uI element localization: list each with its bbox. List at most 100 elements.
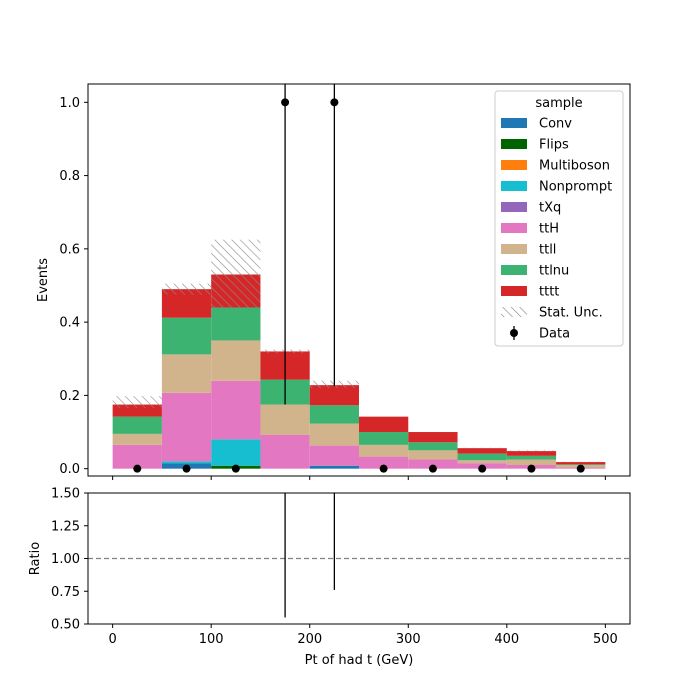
legend-label-ttll: ttll <box>539 243 556 258</box>
bar-ttlnu-9 <box>556 464 606 466</box>
bar-tth-4 <box>309 445 359 466</box>
legend-swatch-conv <box>501 118 527 128</box>
bar-ttll-3 <box>260 404 310 435</box>
data-point-7 <box>478 464 487 473</box>
data-point-5 <box>379 464 388 473</box>
data-point-1 <box>182 464 191 473</box>
bar-nonprompt-2 <box>211 439 261 466</box>
main-y-tick-label-1: 0.2 <box>59 389 80 404</box>
y-axis-label-ratio: Ratio <box>28 542 43 575</box>
legend-box <box>494 90 624 347</box>
bar-tttt-7 <box>457 448 507 454</box>
series-ttll <box>112 340 606 468</box>
bar-ttll-4 <box>309 423 359 446</box>
main-y-tick-label-3: 0.6 <box>59 242 80 257</box>
legend-swatch-ttll <box>501 244 527 254</box>
bar-tttt-4 <box>309 385 359 406</box>
x-tick-label-2: 200 <box>297 632 322 647</box>
legend-label-tth: ttH <box>539 222 559 237</box>
bar-ttlnu-8 <box>506 455 557 460</box>
bar-ttll-7 <box>457 460 507 464</box>
bar-ttlnu-7 <box>457 453 507 461</box>
ratio-y-tick-label-4: 1.50 <box>51 487 80 502</box>
legend-swatch-ttlnu <box>501 265 527 275</box>
bar-ttll-6 <box>408 450 458 460</box>
data-point-3 <box>281 98 290 107</box>
legend-label-ttlnu: ttlnu <box>539 264 569 279</box>
data-point-9 <box>576 464 585 473</box>
stat-unc-band-1 <box>161 283 212 295</box>
bar-tttt-8 <box>506 451 557 456</box>
data-points <box>133 84 585 473</box>
legend-swatch-txq <box>501 202 527 212</box>
stat-unc-band-2 <box>211 239 261 308</box>
main-y-tick-label-5: 1.0 <box>59 96 80 111</box>
main-plot: 0.0 0.2 0.4 0.6 0.8 1.0 <box>59 83 631 480</box>
main-y-tick-label-4: 0.8 <box>59 169 80 184</box>
x-tick-label-1: 100 <box>199 632 224 647</box>
bar-ttlnu-1 <box>161 317 212 355</box>
bar-tth-1 <box>161 392 212 462</box>
legend: sample Conv Flips Multiboson Nonprompt tXq ttH… <box>494 90 624 347</box>
data-point-2 <box>231 464 240 473</box>
bar-tth-3 <box>260 434 310 469</box>
legend-swatch-flips <box>501 139 527 149</box>
data-point-6 <box>428 464 437 473</box>
bar-tttt-9 <box>556 462 606 465</box>
bar-ttll-5 <box>359 444 409 457</box>
bar-tth-2 <box>211 380 261 440</box>
legend-label-stat-unc: Stat. Unc. <box>539 306 603 321</box>
bar-conv-4 <box>309 465 359 469</box>
stat-unc-band-8 <box>506 450 557 452</box>
bar-ttlnu-5 <box>359 432 409 445</box>
legend-swatch-multiboson <box>501 160 527 170</box>
ratio-y-tick-label-2: 1.00 <box>51 552 80 567</box>
bar-nonprompt-1 <box>161 461 212 464</box>
bar-ttlnu-4 <box>309 405 359 424</box>
bar-ttlnu-0 <box>112 416 162 434</box>
data-point-0 <box>133 464 142 473</box>
x-tick-label-0: 0 <box>108 632 116 647</box>
stat-unc-band-0 <box>112 396 162 409</box>
bar-ttll-1 <box>161 354 212 393</box>
legend-swatch-stat-unc <box>501 307 527 317</box>
bar-tth-0 <box>112 444 162 469</box>
legend-swatch-tttt <box>501 286 527 296</box>
ratio-y-tick-label-1: 0.75 <box>51 585 80 600</box>
stat-unc-band-7 <box>457 447 507 449</box>
bar-tth-6 <box>408 459 458 469</box>
y-axis-label-main: Events <box>36 258 51 302</box>
main-y-tick-label-0: 0.0 <box>59 462 80 477</box>
ratio-plot: 0.50 0.75 1.00 1.25 1.50 0 100 200 300 400 500 <box>51 487 631 647</box>
bar-ttll-8 <box>506 459 557 466</box>
legend-label-flips: Flips <box>539 138 569 153</box>
bar-ttll-2 <box>211 340 261 381</box>
main-y-tick-label-2: 0.4 <box>59 316 80 331</box>
legend-label-txq: tXq <box>539 201 561 216</box>
legend-swatch-tth <box>501 223 527 233</box>
x-tick-label-3: 300 <box>396 632 421 647</box>
legend-label-nonprompt: Nonprompt <box>539 180 612 195</box>
main-axes-frame <box>87 83 631 477</box>
x-tick-label-4: 400 <box>494 632 519 647</box>
ratio-y-tick-label-0: 0.50 <box>51 618 80 633</box>
legend-swatch-nonprompt <box>501 181 527 191</box>
bar-ttlnu-6 <box>408 442 458 451</box>
bar-tttt-5 <box>359 416 409 433</box>
legend-data-marker <box>510 329 518 337</box>
legend-label-conv: Conv <box>539 117 572 132</box>
data-point-8 <box>527 464 536 473</box>
bar-tth-5 <box>359 456 409 469</box>
x-axis-label: Pt of had t (GeV) <box>305 653 414 668</box>
bar-ttll-0 <box>112 433 162 445</box>
legend-title: sample <box>535 96 582 111</box>
legend-label-tttt: tttt <box>539 285 559 300</box>
bar-tttt-6 <box>408 432 458 443</box>
legend-label-data: Data <box>539 327 570 342</box>
ratio-y-tick-label-3: 1.25 <box>51 519 80 534</box>
data-point-4 <box>330 98 339 107</box>
bar-ttlnu-2 <box>211 307 261 341</box>
x-tick-label-5: 500 <box>593 632 618 647</box>
series-nonprompt <box>161 439 261 466</box>
